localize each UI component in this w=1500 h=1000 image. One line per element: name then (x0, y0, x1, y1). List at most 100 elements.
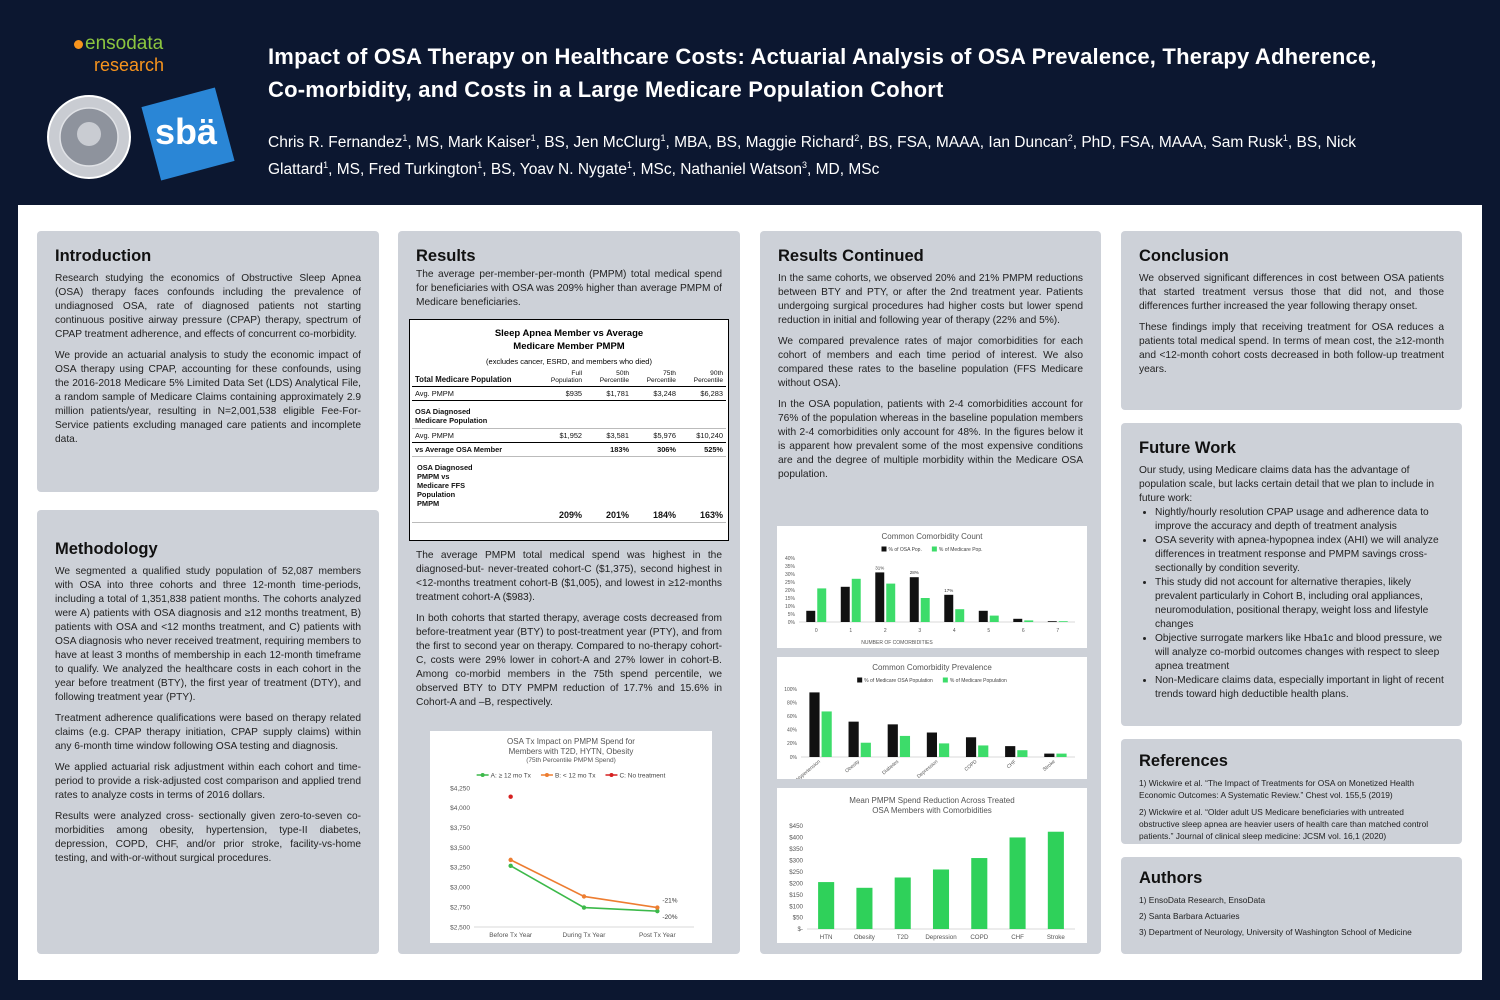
x-tick-label: Depression (925, 934, 957, 941)
legend-label: % of Medicare OSA Population (864, 678, 933, 684)
y-tick-label: 80% (787, 700, 798, 706)
chart-title: Common Comorbidity Prevalence (872, 663, 992, 672)
author-name: Jen McClurg (573, 134, 661, 152)
methodology-panel: Methodology We segmented a qualified stu… (37, 510, 379, 954)
x-tick-label: 4 (953, 628, 956, 634)
author-name: Sam Rusk (1211, 134, 1283, 152)
y-tick-label: $4,250 (450, 785, 470, 792)
legend-swatch (931, 546, 937, 552)
table-cell: $1,781 (606, 389, 630, 398)
legend-swatch (881, 546, 887, 552)
bar (860, 742, 871, 757)
legend-label: % of Medicare Pop. (939, 547, 983, 553)
y-tick-label: 40% (785, 556, 796, 562)
conclusion-panel: Conclusion We observed significant diffe… (1121, 231, 1462, 410)
table-cell: $5,976 (653, 431, 676, 440)
bar-chart: Mean PMPM Spend Reduction Across Treated… (777, 788, 1087, 943)
table-cell: $6,283 (700, 389, 723, 398)
table-cell: $3,248 (653, 389, 676, 398)
column-header: Total Medicare Population (415, 375, 512, 384)
affiliation-mark: 1 (530, 133, 536, 143)
chart-plot: % of Medicare OSA Population % of Medicar… (784, 677, 1075, 779)
paragraph: We provide an actuarial analysis to stud… (55, 350, 361, 445)
author-degrees: , BS, (482, 161, 520, 179)
affiliation-mark: 1 (626, 160, 632, 171)
bar (840, 586, 850, 622)
paragraph: Results were analyzed cross- sectionally… (55, 811, 361, 864)
author-name: Fred Turkington (368, 161, 478, 179)
x-tick-label: 3 (918, 628, 921, 634)
partner-logo: sbä (141, 87, 235, 181)
x-tick-label: 0 (815, 628, 818, 634)
x-tick-label: Post Tx Year (639, 932, 677, 939)
x-tick-label: Hypertension (795, 759, 822, 779)
section-title: Introduction (55, 247, 152, 265)
future-work-panel: Future Work Our study, using Medicare cl… (1121, 423, 1462, 726)
table: Total Medicare Population Full Population… (412, 368, 726, 523)
bar (978, 745, 989, 757)
row-label: Avg. PMPM (415, 431, 454, 440)
x-tick-label: COPD (970, 934, 988, 941)
x-tick-label: Before Tx Year (489, 932, 533, 939)
bar (1024, 620, 1034, 622)
bar (932, 869, 950, 929)
legend-marker (544, 773, 549, 777)
bar (1044, 753, 1055, 757)
x-tick-label: Diabetes (881, 759, 900, 777)
bullet-item: Nightly/hourly resolution CPAP usage and… (1155, 506, 1444, 534)
bar (1047, 831, 1064, 929)
section-title: Results (416, 247, 476, 265)
affiliation-mark: 3 (802, 160, 808, 171)
affiliation: 3) Department of Neurology, University o… (1139, 927, 1412, 937)
table-cell: 201% (605, 510, 630, 520)
y-tick-label: 15% (785, 596, 796, 602)
y-tick-label: 20% (787, 741, 798, 747)
y-tick-label: $100 (789, 903, 803, 910)
bar (856, 887, 873, 929)
chart-plot: A: ≥ 12 mo Tx B: < 12 mo Tx C: No treatmen… (450, 772, 694, 939)
bar (1047, 621, 1057, 622)
bar (875, 572, 885, 622)
y-tick-label: $50 (793, 915, 804, 922)
author-list: Chris R. Fernandez1, MS, Mark Kaiser1, B… (268, 127, 1418, 181)
column-header: 90th Percentile (693, 370, 723, 384)
bar (926, 732, 937, 757)
x-tick-label: 1 (849, 628, 852, 634)
seal (47, 95, 131, 179)
author-degrees: , PhD, FSA, MAAA, (1072, 134, 1212, 152)
bar (920, 598, 930, 622)
table-subtitle: (excludes cancer, ESRD, and members who … (486, 357, 652, 366)
bar (1058, 621, 1068, 622)
x-tick-label: 5 (987, 628, 990, 634)
author-degrees: , MSc, (632, 161, 681, 179)
paragraph: The average per-member-per-month (PMPM) … (416, 269, 722, 308)
x-tick-label: Stroke (1047, 934, 1065, 941)
x-tick-label: CHF (1006, 759, 1018, 770)
partner-square (141, 87, 235, 181)
affiliation-mark: 1 (1282, 133, 1288, 143)
data-label: 17% (944, 588, 953, 593)
section-title: Future Work (1139, 439, 1236, 457)
bar (821, 711, 832, 757)
y-tick-label: 5% (788, 612, 796, 618)
x-tick-label: Stroke (1042, 759, 1057, 773)
x-tick-label: HTN (820, 934, 833, 941)
bar (848, 721, 859, 757)
paragraph: In the OSA population, patients with 2-4… (778, 399, 1083, 480)
affiliation-mark: 1 (402, 133, 408, 143)
x-axis-label: NUMBER OF COMORBIDITIES (861, 640, 933, 646)
legend-label: A: ≥ 12 mo Tx (491, 772, 532, 779)
author-name: Mark Kaiser (447, 134, 531, 152)
author-degrees: , BS, (535, 134, 574, 152)
x-tick-label: CHF (1011, 934, 1024, 941)
affiliation-mark: 2 (854, 133, 860, 143)
column-header: 50th Percentile (599, 370, 630, 384)
author-degrees: , BS, (1287, 134, 1326, 152)
affiliations-panel: Authors 1) EnsoData Research, EnsoData 2… (1121, 857, 1462, 954)
table-cell: $10,240 (696, 431, 723, 440)
logo-text: ensodata (74, 33, 163, 55)
line-chart: OSA Tx Impact on PMPM Spend for Members … (430, 731, 712, 943)
logo-dot (74, 40, 83, 49)
chart-plot: % of OSA Pop.% of Medicare Pop.0%5%10%15… (785, 546, 1075, 646)
